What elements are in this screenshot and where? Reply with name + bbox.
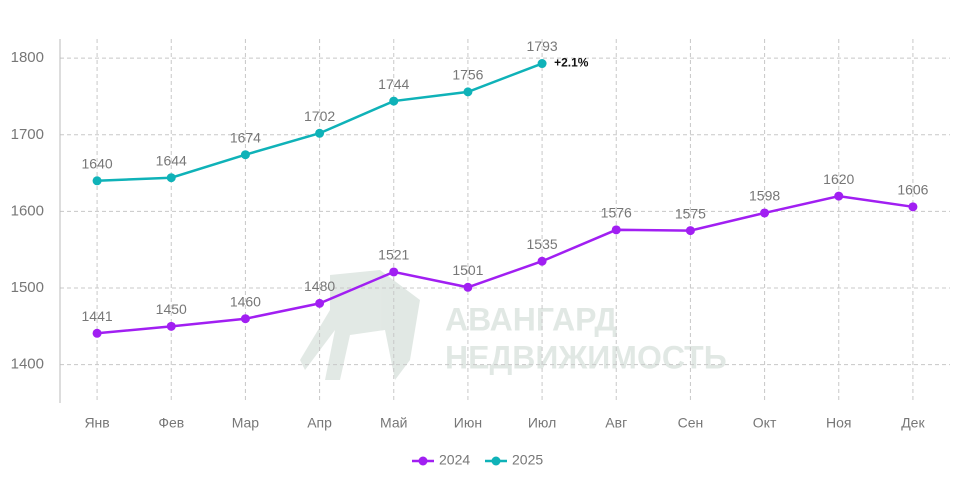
data-point: [908, 202, 918, 212]
data-label: 1501: [452, 262, 483, 278]
data-point: [240, 150, 250, 160]
x-tick-label: Фев: [158, 415, 184, 431]
x-tick-label: Сен: [678, 415, 704, 431]
legend-label: 2024: [439, 452, 470, 468]
data-point: [389, 267, 399, 277]
data-point: [315, 298, 325, 308]
watermark-line: АВАНГАРД: [445, 301, 617, 337]
data-label: 1575: [675, 205, 706, 221]
data-label: 1702: [304, 108, 335, 124]
data-label: 1535: [527, 236, 558, 252]
data-label: 1460: [230, 293, 261, 309]
data-point: [760, 208, 770, 218]
legend-marker: [418, 456, 428, 466]
legend-marker: [491, 456, 501, 466]
data-point: [834, 191, 844, 201]
y-tick-label: 1800: [11, 49, 44, 66]
data-point: [537, 256, 547, 266]
data-label: 1480: [304, 278, 335, 294]
data-label: 1744: [378, 76, 409, 92]
watermark: АВАНГАРД НЕДВИЖИМОСТЬ: [300, 270, 727, 380]
y-tick-label: 1700: [11, 126, 44, 143]
data-point: [389, 96, 399, 106]
x-tick-label: Апр: [307, 415, 332, 431]
y-tick-label: 1600: [11, 202, 44, 219]
data-label: 1644: [156, 152, 187, 168]
legend-item: 2024: [412, 452, 470, 468]
data-point: [92, 176, 102, 186]
x-tick-label: Авг: [605, 415, 627, 431]
data-label: 1756: [452, 67, 483, 83]
data-point: [463, 87, 473, 97]
legend-item: 2025: [485, 452, 543, 468]
data-label: 1620: [823, 171, 854, 187]
data-point: [166, 321, 176, 331]
data-point: [537, 59, 547, 69]
x-tick-label: Дек: [901, 415, 925, 431]
data-label: 1606: [897, 182, 928, 198]
annotation: +2.1%: [554, 56, 589, 70]
x-tick-label: Июн: [454, 415, 482, 431]
x-tick-label: Май: [380, 415, 407, 431]
y-tick-label: 1500: [11, 279, 44, 296]
data-label: 1793: [527, 38, 558, 54]
data-label: 1598: [749, 188, 780, 204]
series-line: [96, 194, 914, 335]
data-label: 1674: [230, 129, 261, 145]
watermark-line: НЕДВИЖИМОСТЬ: [445, 339, 727, 375]
data-label: 1450: [156, 301, 187, 317]
data-point: [240, 314, 250, 324]
legend-label: 2025: [512, 452, 543, 468]
data-point: [166, 173, 176, 183]
data-label: 1441: [82, 308, 113, 324]
y-tick-label: 1400: [11, 356, 44, 373]
data-point: [685, 226, 695, 236]
data-point: [315, 128, 325, 138]
data-point: [463, 282, 473, 292]
x-tick-label: Июл: [528, 415, 556, 431]
x-tick-label: Мар: [232, 415, 260, 431]
data-label: 1640: [82, 155, 113, 171]
x-tick-label: Янв: [84, 415, 109, 431]
x-tick-label: Окт: [753, 415, 777, 431]
data-point: [611, 225, 621, 235]
data-label: 1521: [378, 247, 409, 263]
x-tick-label: Ноя: [826, 415, 851, 431]
watermark-logo: [300, 270, 420, 380]
data-point: [92, 328, 102, 338]
data-label: 1576: [601, 205, 632, 221]
